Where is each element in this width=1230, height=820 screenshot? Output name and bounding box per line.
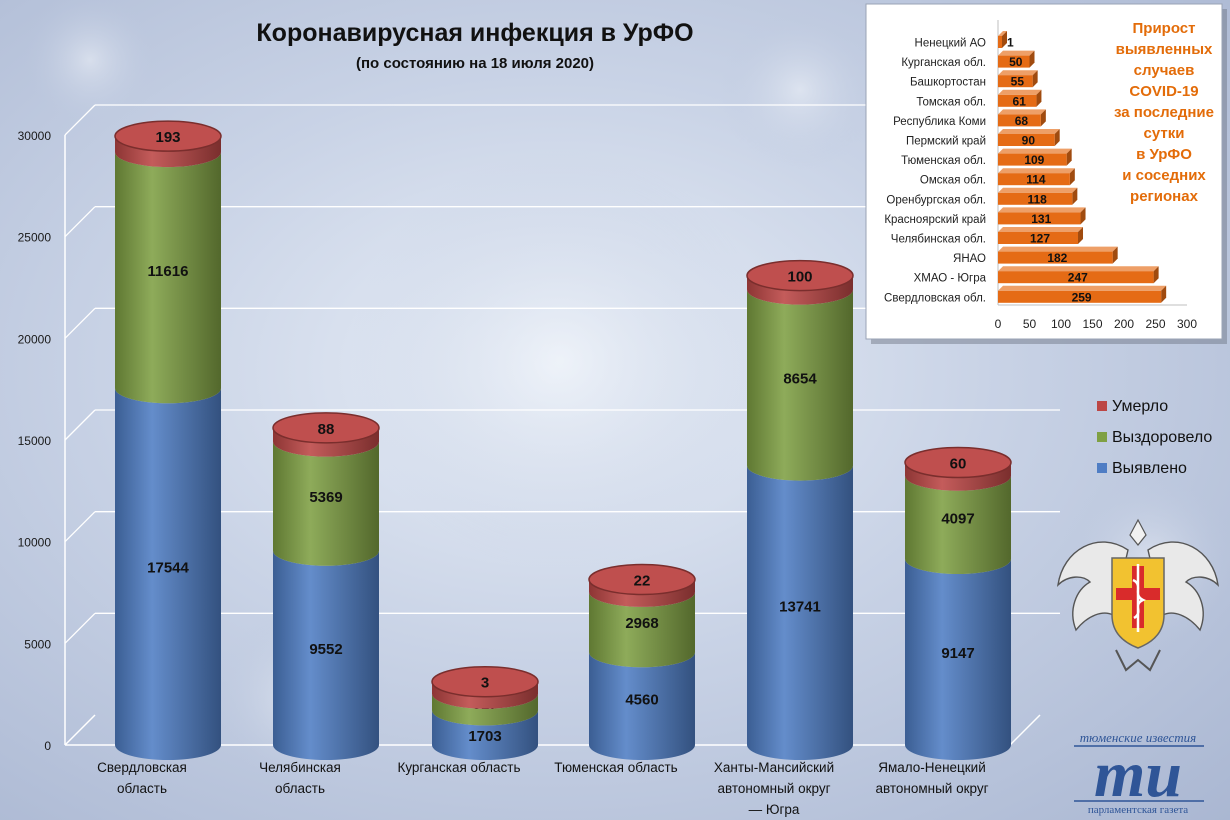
bar-top-cap <box>904 446 1012 479</box>
gridline-diag <box>64 307 96 339</box>
x-tick-label: область <box>275 781 325 796</box>
legend-label: Выздоровело <box>1112 429 1212 446</box>
bar-segment-died <box>905 462 1011 491</box>
bar-segment-detected <box>273 550 379 760</box>
y-tick-label: 15000 <box>18 434 52 448</box>
x-tick-label: Курганская область <box>397 760 520 775</box>
gridline-diag <box>64 511 96 543</box>
y-tick-label: 20000 <box>18 332 52 346</box>
y-axis: 0 5000 10000 15000 20000 25000 30000 <box>18 129 52 753</box>
data-label: 17544 <box>147 560 189 577</box>
logo-mark: ти <box>1094 738 1182 811</box>
rospotrebnadzor-emblem <box>1057 518 1219 672</box>
newspaper-logo: тюменские известия ти парламентская газе… <box>1074 730 1204 816</box>
data-label: 8654 <box>783 371 817 388</box>
x-tick-label: Челябинская <box>259 760 341 775</box>
legend-swatch <box>1097 432 1107 442</box>
y-tick-label: 0 <box>44 739 51 753</box>
floor-edge-left <box>64 714 96 746</box>
gridline-diag <box>64 104 96 136</box>
bar-segment-recovered <box>589 591 695 668</box>
data-label: 9552 <box>309 641 342 658</box>
data-label: 100 <box>787 269 812 286</box>
data-label: 9147 <box>941 645 974 662</box>
bar-segment-died <box>747 275 853 305</box>
data-label: 5369 <box>309 489 342 506</box>
data-label: 11616 <box>148 263 189 280</box>
x-axis-labels: Свердловская область Челябинская область Кур… <box>97 760 988 817</box>
bar-top-cap <box>588 563 696 596</box>
y-tick-label: 25000 <box>18 231 52 245</box>
x-tick-label: — Югра <box>749 802 800 817</box>
data-label: 60 <box>950 455 967 472</box>
bar-segment-died <box>589 579 695 607</box>
legend-label: Выявлено <box>1112 460 1187 477</box>
bar-top-cap <box>114 120 222 152</box>
bar-segment-died <box>432 681 538 709</box>
data-label: 3 <box>481 675 489 692</box>
gridline-diag <box>64 409 96 441</box>
data-label: 22 <box>634 572 651 589</box>
chart-subtitle: (по состоянию на 18 июля 2020) <box>356 55 594 72</box>
bar-top-cap <box>431 665 539 698</box>
legend-swatch <box>1097 401 1107 411</box>
data-label: 4560 <box>625 692 658 709</box>
logo-bottom-text: парламентская газета <box>1088 804 1188 816</box>
bar-segment-recovered <box>273 441 379 566</box>
x-tick-label: Ханты-Мансийский <box>714 760 834 775</box>
x-tick-label: Тюменская область <box>554 760 677 775</box>
data-label: 193 <box>155 129 180 146</box>
gridline-diag <box>64 612 96 644</box>
bar-segment-detected <box>115 388 221 760</box>
bars: 1754411616193955253698817038173456029682… <box>114 120 1012 760</box>
gridline-diag <box>64 206 96 238</box>
bar-segment-detected <box>905 559 1011 760</box>
bar-segment-died <box>273 427 379 457</box>
y-tick-label: 30000 <box>18 129 52 143</box>
data-label: 4097 <box>941 510 974 527</box>
data-label: 88 <box>318 421 335 438</box>
logo-top-text: тюменские известия <box>1080 730 1196 745</box>
y-tick-label: 5000 <box>24 637 51 651</box>
data-label: 2968 <box>625 615 658 632</box>
bar-segment-recovered <box>747 289 853 481</box>
y-tick-label: 10000 <box>18 536 52 550</box>
bar-top-cap <box>272 412 380 444</box>
x-tick-label: автономный округ <box>875 781 988 796</box>
x-tick-label: область <box>117 781 167 796</box>
chart-title: Коронавирусная инфекция в УрФО <box>256 19 693 47</box>
bar-segment-detected <box>747 465 853 760</box>
floor-edge-right <box>1009 714 1041 746</box>
bar-segment-recovered <box>115 152 221 404</box>
bar-segment-detected <box>589 652 695 760</box>
data-label: 1703 <box>468 728 501 745</box>
bar-segment-detected <box>432 710 538 760</box>
bar-top-cap <box>746 259 854 292</box>
legend-swatch <box>1097 463 1107 473</box>
legend: Умерло Выздоровело Выявлено <box>1097 398 1212 477</box>
bar-segment-recovered <box>432 693 538 726</box>
x-tick-label: автономный округ <box>717 781 830 796</box>
bar-segment-recovered <box>905 475 1011 575</box>
data-label: 13741 <box>779 598 821 615</box>
x-tick-label: Свердловская <box>97 760 187 775</box>
x-tick-label: Ямало-Ненецкий <box>878 760 986 775</box>
legend-label: Умерло <box>1112 398 1168 415</box>
